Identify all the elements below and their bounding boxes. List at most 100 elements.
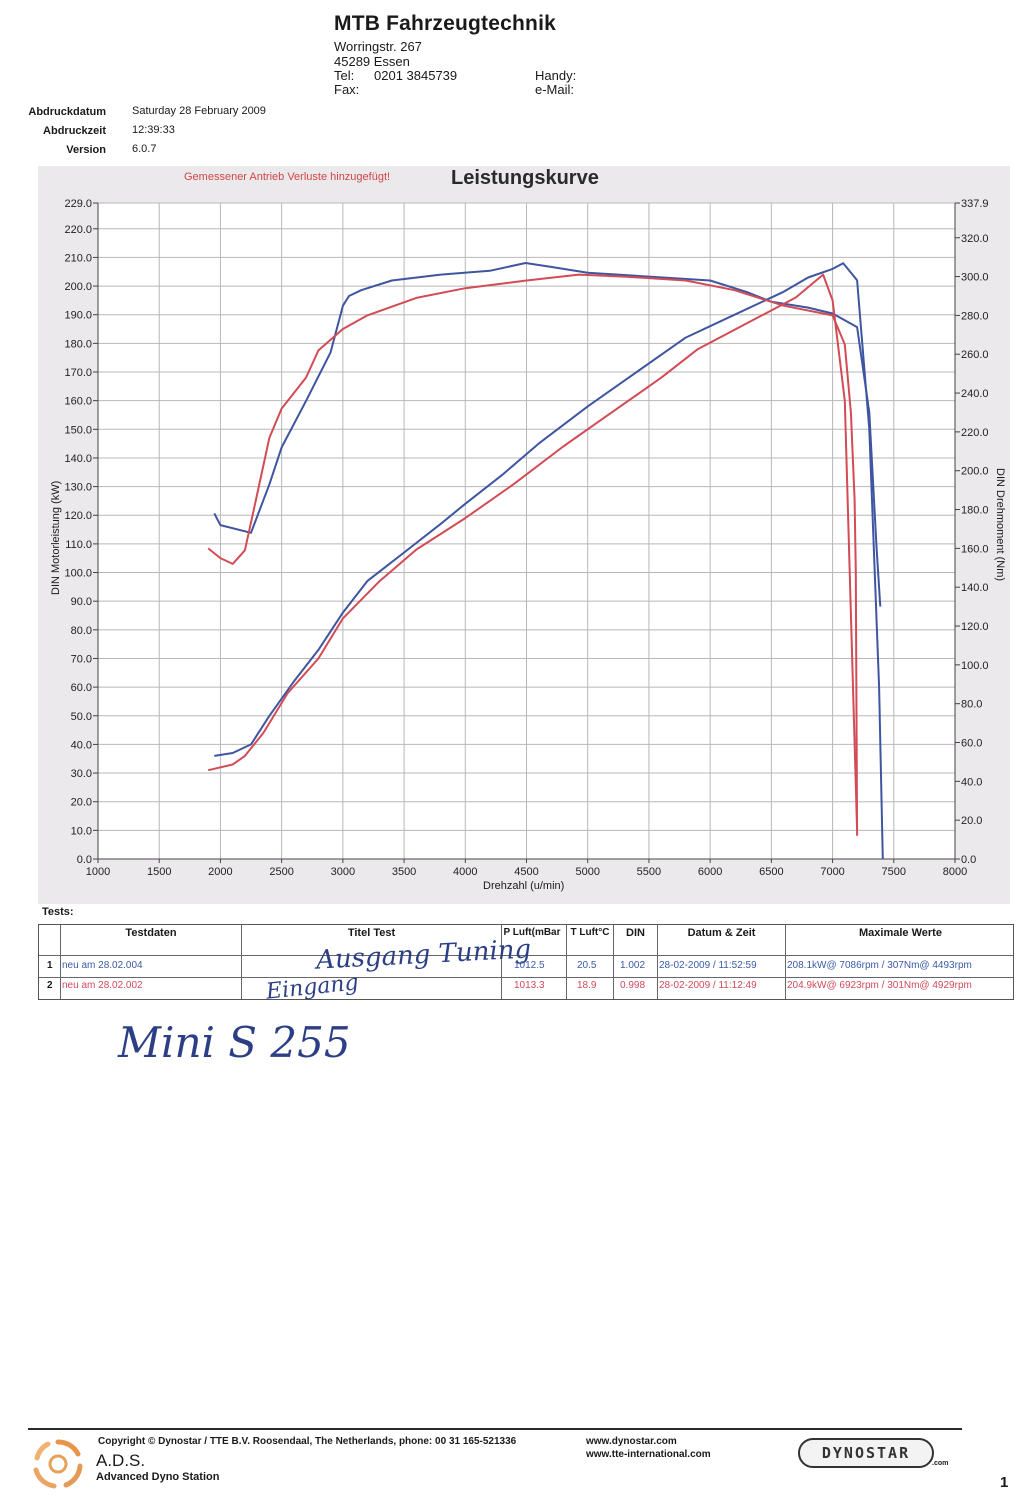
x-tick-label: 6000 bbox=[698, 866, 722, 878]
y-right-tick-label: 240.0 bbox=[961, 388, 989, 400]
y-left-tick-label: 180.0 bbox=[64, 338, 92, 350]
y-right-tick-label: 260.0 bbox=[961, 349, 989, 361]
x-tick-label: 8000 bbox=[943, 866, 967, 878]
company-city: 45289 Essen bbox=[334, 54, 410, 69]
version-label: Version bbox=[66, 144, 106, 156]
y-left-tick-label: 110.0 bbox=[65, 539, 92, 551]
y-left-tick-label: 160.0 bbox=[64, 396, 92, 408]
y-left-tick-label: 130.0 bbox=[64, 482, 92, 494]
table-divider bbox=[39, 955, 1013, 956]
x-tick-label: 1000 bbox=[86, 866, 110, 878]
chart-title: Leistungskurve bbox=[451, 167, 599, 189]
test-max-values: 208.1kW@ 7086rpm / 307Nm@ 4493rpm bbox=[787, 960, 972, 971]
test-din: 0.998 bbox=[620, 980, 646, 991]
test-datetime: 28-02-2009 / 11:12:49 bbox=[659, 980, 757, 991]
tel-number: 0201 3845739 bbox=[374, 68, 458, 83]
ads-logo-icon bbox=[33, 1439, 83, 1489]
print-date: Saturday 28 February 2009 bbox=[132, 105, 266, 117]
y-right-tick-label: 120.0 bbox=[961, 621, 989, 633]
curve-run1-power bbox=[214, 262, 884, 860]
y-left-tick-label: 20.0 bbox=[71, 797, 92, 809]
dynostar-logo-suffix: .com bbox=[932, 1460, 949, 1467]
email-label: e-Mail: bbox=[535, 82, 575, 97]
y-right-tick-label: 40.0 bbox=[961, 776, 982, 788]
y-right-tick-label: 300.0 bbox=[961, 272, 989, 284]
x-tick-label: 2500 bbox=[269, 866, 293, 878]
table-divider bbox=[566, 925, 567, 999]
x-tick-label: 7500 bbox=[882, 866, 906, 878]
tests-table: Testdaten Titel Test P Luft(mBar T Luft°… bbox=[38, 924, 1014, 1000]
y-left-tick-label: 200.0 bbox=[64, 281, 92, 293]
header-max: Maximale Werte bbox=[859, 927, 942, 939]
table-divider bbox=[785, 925, 786, 999]
footer-link-dynostar[interactable]: www.dynostar.com bbox=[586, 1436, 677, 1447]
table-divider bbox=[501, 925, 502, 999]
x-tick-label: 3000 bbox=[331, 866, 355, 878]
curve-run1-torque bbox=[213, 262, 882, 607]
header-testdaten: Testdaten bbox=[125, 927, 177, 939]
tests-label: Tests: bbox=[42, 906, 74, 918]
y-left-tick-label: 60.0 bbox=[71, 682, 92, 694]
version: 6.0.7 bbox=[132, 143, 157, 155]
header-pressure: P Luft(mBar bbox=[503, 927, 561, 938]
y-right-tick-label: 60.0 bbox=[961, 738, 982, 750]
test-datetime: 28-02-2009 / 11:52:59 bbox=[659, 960, 757, 971]
y-left-tick-label: 220.0 bbox=[64, 224, 92, 236]
handwritten-note: Mini S 255 bbox=[118, 1018, 351, 1067]
power-torque-chart: 0.0 10.0 20.0 30.0 40.0 50.0 60.0 70.0 80.0 90.0 1… bbox=[64, 198, 989, 878]
y-left-tick-label: 120.0 bbox=[64, 510, 92, 522]
x-tick-label: 4000 bbox=[453, 866, 477, 878]
y-left-tick-label: 210.0 bbox=[64, 252, 92, 264]
x-tick-label: 2000 bbox=[208, 866, 232, 878]
fax-label: Fax: bbox=[334, 82, 360, 97]
y-left-tick-label: 150.0 bbox=[64, 424, 92, 436]
y-right-tick-label: 320.0 bbox=[961, 233, 989, 245]
curve-run2-power bbox=[207, 273, 859, 831]
handy-label: Handy: bbox=[535, 68, 577, 83]
page-number: 1 bbox=[1000, 1474, 1009, 1491]
y-left-tick-label: 90.0 bbox=[71, 596, 92, 608]
ads-name: A.D.S. bbox=[96, 1451, 146, 1470]
x-tick-label: 5000 bbox=[575, 866, 599, 878]
print-time-label: Abdruckzeit bbox=[43, 125, 106, 137]
y-left-tick-label: 50.0 bbox=[71, 711, 92, 723]
print-time: 12:39:33 bbox=[132, 124, 175, 136]
y-right-tick-label: 0.0 bbox=[961, 854, 976, 866]
company-name: MTB Fahrzeugtechnik bbox=[334, 12, 556, 35]
company-street: Worringstr. 267 bbox=[334, 39, 422, 54]
test-temperature: 18.9 bbox=[577, 980, 597, 991]
dynostar-logo: DYNOSTAR bbox=[798, 1438, 934, 1468]
y-right-tick-label: 337.9 bbox=[961, 198, 989, 210]
x-tick-label: 4500 bbox=[514, 866, 538, 878]
y-right-tick-label: 280.0 bbox=[961, 310, 989, 322]
header-titel: Titel Test bbox=[347, 927, 396, 939]
test-pressure: 1013.3 bbox=[514, 980, 545, 991]
y-left-tick-label: 170.0 bbox=[64, 367, 92, 379]
table-divider bbox=[241, 925, 242, 999]
y-right-tick-label: 100.0 bbox=[961, 660, 989, 672]
test-name: neu am 28.02.004 bbox=[62, 960, 143, 971]
y-right-tick-label: 20.0 bbox=[961, 815, 982, 827]
test-name: neu am 28.02.002 bbox=[62, 980, 143, 991]
x-tick-label: 5500 bbox=[637, 866, 661, 878]
header-temperature: T Luft°C bbox=[570, 927, 610, 938]
test-temperature: 20.5 bbox=[577, 960, 597, 971]
y-left-tick-label: 190.0 bbox=[64, 310, 92, 322]
y-left-tick-label: 10.0 bbox=[71, 825, 92, 837]
table-row-number: 2 bbox=[47, 980, 53, 991]
footer-link-tte[interactable]: www.tte-international.com bbox=[586, 1449, 711, 1460]
ads-subtitle: Advanced Dyno Station bbox=[96, 1471, 220, 1483]
header-din: DIN bbox=[626, 927, 645, 939]
y-right-tick-label: 160.0 bbox=[961, 543, 989, 555]
y-left-tick-label: 80.0 bbox=[71, 625, 92, 637]
tel-label: Tel: bbox=[334, 68, 355, 83]
test-din: 1.002 bbox=[620, 960, 646, 971]
chart-note: Gemessener Antrieb Verluste hinzugefügt! bbox=[184, 171, 391, 183]
y-axis-left-label: DIN Motorleistung (kW) bbox=[50, 480, 62, 595]
y-right-tick-label: 200.0 bbox=[961, 466, 989, 478]
x-tick-label: 1500 bbox=[147, 866, 171, 878]
y-left-tick-label: 30.0 bbox=[71, 768, 92, 780]
x-tick-label: 7000 bbox=[820, 866, 844, 878]
table-divider bbox=[613, 925, 614, 999]
table-row-number: 1 bbox=[47, 960, 53, 971]
